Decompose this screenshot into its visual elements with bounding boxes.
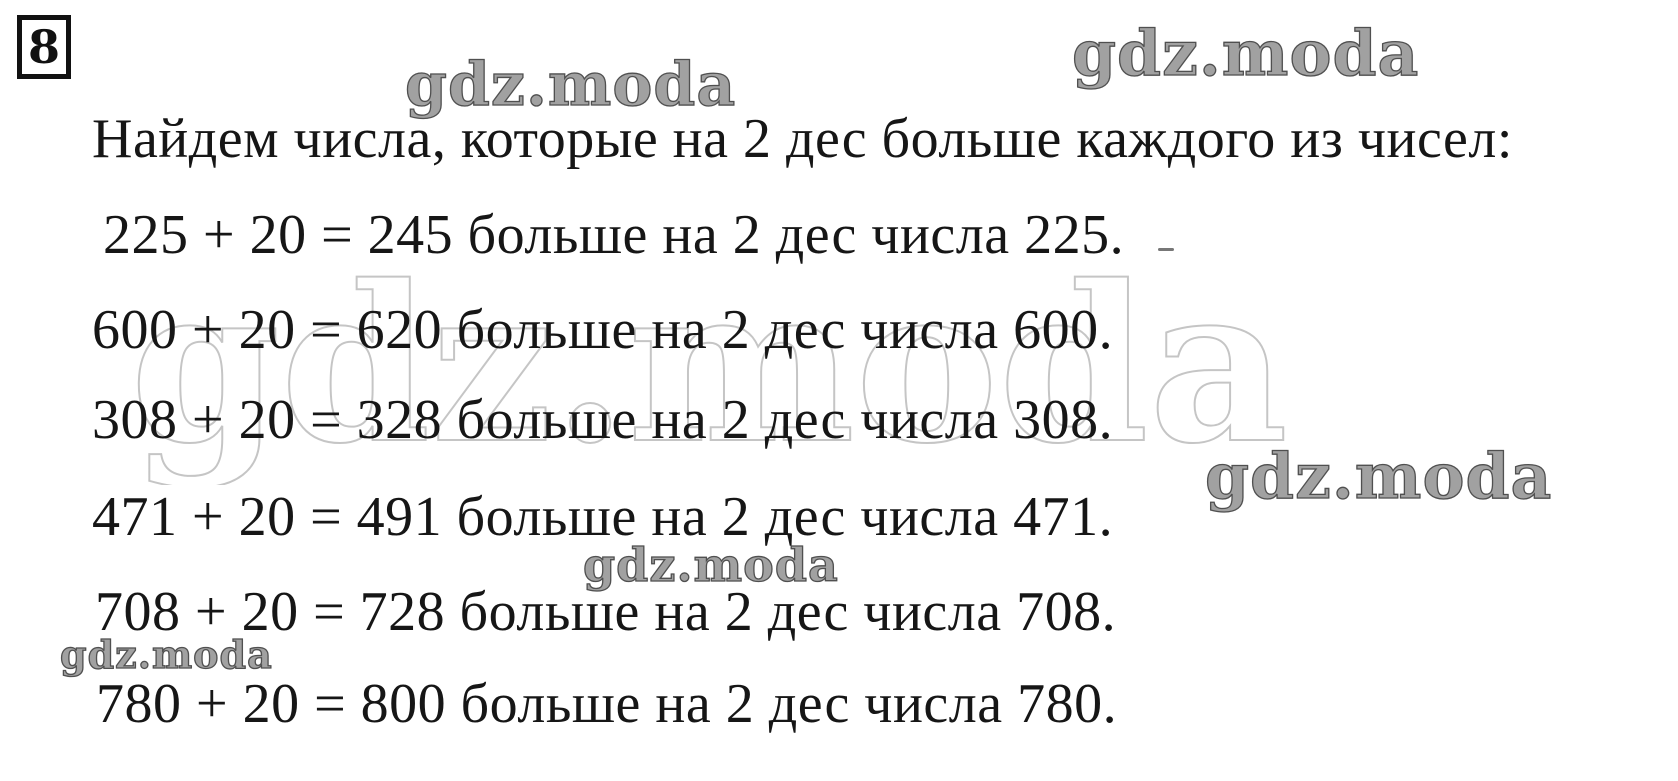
problem-number: 8 (27, 20, 60, 74)
equation-line-5: 708 + 20 = 728 больше на 2 дес числа 708… (95, 581, 1117, 643)
watermark-mid-right: gdz.moda (1204, 439, 1553, 513)
equation-line-1: 225 + 20 = 245 больше на 2 дес числа 225… (103, 204, 1125, 266)
watermark-mid-center: gdz.moda (582, 538, 839, 592)
equation-line-2: 600 + 20 = 620 больше на 2 дес числа 600… (92, 299, 1114, 361)
equation-line-4: 471 + 20 = 491 больше на 2 дес числа 471… (92, 486, 1114, 548)
watermark-top-center: gdz.moda (404, 50, 737, 120)
equation-line-3: 308 + 20 = 328 больше на 2 дес числа 308… (92, 389, 1114, 451)
watermark-bottom-left: gdz.moda (59, 632, 273, 677)
equation-line-6: 780 + 20 = 800 больше на 2 дес числа 780… (96, 673, 1118, 735)
intro-line: Найдем числа, которые на 2 дес больше ка… (92, 108, 1513, 170)
watermark-top-right: gdz.moda (1071, 16, 1420, 90)
scan-artifact-dash (1158, 248, 1174, 251)
problem-number-box: 8 (17, 15, 71, 79)
